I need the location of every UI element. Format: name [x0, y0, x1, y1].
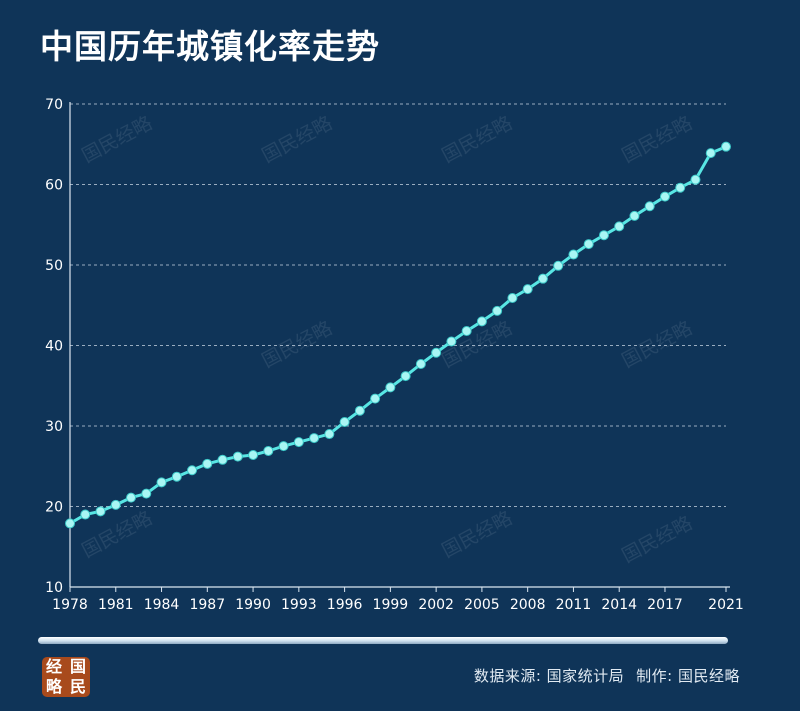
- x-tick-label: 2017: [647, 597, 683, 613]
- axes: [69, 102, 730, 592]
- data-point: [385, 382, 396, 393]
- made-by-label: 制作: 国民经略: [636, 667, 740, 685]
- logo-char: 民: [69, 677, 86, 696]
- data-point: [659, 191, 670, 202]
- data-point: [126, 492, 137, 503]
- data-point: [339, 416, 350, 427]
- data-point: [690, 174, 701, 185]
- watermark-text: 国民经略: [258, 112, 335, 167]
- watermark-text: 国民经略: [438, 112, 515, 167]
- watermark-text: 国民经略: [618, 317, 695, 372]
- data-point: [110, 499, 121, 510]
- data-point: [675, 182, 686, 193]
- data-point: [141, 488, 152, 499]
- series-layer: [65, 141, 731, 529]
- watermark-text: 国民经略: [258, 317, 335, 372]
- data-point: [80, 509, 91, 520]
- data-point: [492, 305, 503, 316]
- x-tick-label: 2021: [708, 597, 744, 613]
- data-point: [431, 347, 442, 358]
- logo-char: 国: [69, 657, 86, 676]
- data-point: [705, 148, 716, 159]
- data-point: [568, 249, 579, 260]
- data-point: [476, 316, 487, 327]
- data-source-label: 数据来源: 国家统计局: [473, 667, 625, 685]
- brand-logo: 经 国 略 民: [42, 657, 90, 697]
- data-point: [278, 441, 289, 452]
- logo-char: 经: [45, 657, 62, 676]
- data-point: [202, 458, 213, 469]
- data-point: [553, 260, 564, 271]
- watermark-text: 国民经略: [618, 112, 695, 167]
- series-line: [68, 145, 728, 525]
- x-tick-label: 1981: [98, 597, 134, 613]
- watermark-text: 国民经略: [438, 507, 515, 562]
- x-tick-label: 2011: [556, 597, 592, 613]
- x-tick-label: 1984: [144, 597, 180, 613]
- x-tick-label: 1978: [52, 597, 88, 613]
- logo-char: 略: [45, 677, 62, 696]
- data-point: [370, 393, 381, 404]
- data-point: [95, 506, 106, 517]
- y-tick-label: 60: [45, 178, 63, 194]
- x-tick-label: 2002: [418, 597, 454, 613]
- data-point: [522, 284, 533, 295]
- y-tick-label: 10: [45, 580, 63, 596]
- x-tick-label: 2008: [510, 597, 546, 613]
- x-tick-label: 1999: [373, 597, 409, 613]
- data-point: [721, 141, 731, 152]
- y-tick-labels: 10 20 30 40 50 60 70: [45, 97, 63, 596]
- y-tick-label: 20: [45, 500, 63, 516]
- page-title: 中国历年城镇化率走势: [40, 27, 380, 66]
- data-point: [446, 336, 457, 347]
- data-point: [293, 437, 304, 448]
- y-tick-label: 70: [45, 97, 63, 113]
- x-tick-label: 1996: [327, 597, 363, 613]
- x-tick-label: 1990: [235, 597, 271, 613]
- watermark-text: 国民经略: [618, 512, 695, 567]
- source-credit: 数据来源: 国家统计局 制作: 国民经略: [474, 665, 740, 686]
- x-tick-label: 2014: [601, 597, 637, 613]
- grid-lines: [70, 103, 726, 507]
- watermark-text: 国民经略: [78, 112, 155, 167]
- data-point: [171, 471, 182, 482]
- data-point: [217, 454, 228, 465]
- data-point: [400, 371, 411, 382]
- data-point: [461, 326, 472, 337]
- y-tick-label: 30: [45, 419, 63, 435]
- x-tick-labels: 1978 1981 1984 1987 1990 1993 1996 1999 2002 2005…: [52, 597, 744, 613]
- data-point: [583, 239, 594, 250]
- bottom-divider-bar: [38, 637, 728, 644]
- data-point: [187, 465, 198, 476]
- data-point: [232, 451, 243, 462]
- data-point: [248, 449, 259, 460]
- data-point: [309, 433, 320, 444]
- data-point: [324, 429, 335, 440]
- data-point: [614, 221, 625, 232]
- y-tick-label: 50: [45, 258, 63, 274]
- data-point: [156, 477, 167, 488]
- x-tick-label: 2005: [464, 597, 500, 613]
- x-tick-label: 1987: [189, 597, 225, 613]
- data-point: [263, 445, 274, 456]
- data-point: [354, 405, 365, 416]
- data-point: [537, 273, 548, 284]
- x-tick-label: 1993: [281, 597, 317, 613]
- data-point: [629, 210, 640, 221]
- y-tick-label: 40: [45, 339, 63, 355]
- data-point: [598, 230, 609, 241]
- data-point: [65, 518, 75, 529]
- data-point: [644, 201, 655, 212]
- data-point: [415, 359, 426, 370]
- data-point: [507, 293, 518, 304]
